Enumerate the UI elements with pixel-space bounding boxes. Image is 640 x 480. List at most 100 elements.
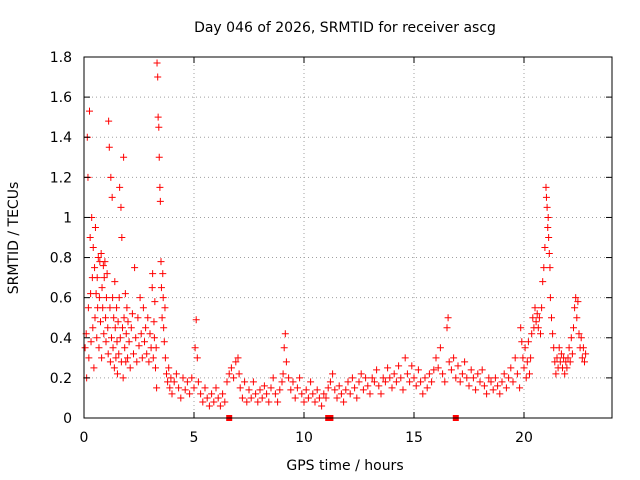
data-point (94, 254, 102, 262)
data-point (534, 324, 542, 332)
data-point (412, 382, 420, 390)
data-point (335, 382, 343, 390)
data-point (454, 362, 462, 370)
data-point (161, 304, 169, 312)
data-point (133, 358, 141, 366)
data-point (447, 366, 455, 374)
data-point (89, 324, 97, 332)
data-point (125, 338, 133, 346)
data-point (487, 378, 495, 386)
data-point (379, 374, 387, 382)
data-point (557, 350, 565, 358)
data-point (444, 314, 452, 322)
data-point (581, 358, 588, 366)
data-point (311, 398, 319, 406)
data-point (287, 386, 295, 394)
data-point (373, 366, 381, 374)
data-point (545, 234, 553, 241)
data-point (265, 398, 273, 406)
data-point (177, 394, 185, 402)
data-point (494, 382, 502, 390)
data-point (164, 378, 172, 386)
data-point (121, 290, 129, 298)
data-point (212, 384, 220, 392)
data-point (234, 354, 242, 362)
data-point (91, 264, 99, 272)
y-tick-label: 0.4 (50, 331, 72, 347)
data-point (399, 386, 407, 394)
data-point (186, 390, 194, 398)
data-point (119, 374, 127, 382)
data-point (408, 362, 416, 370)
data-point (191, 344, 199, 352)
data-point (467, 366, 475, 374)
data-point (227, 364, 235, 372)
data-point (99, 262, 107, 270)
data-point (392, 378, 400, 386)
data-point (116, 183, 124, 191)
data-point (111, 278, 119, 286)
data-point (520, 364, 528, 372)
data-point (120, 314, 128, 322)
data-point (192, 316, 200, 324)
points-layer (81, 59, 590, 410)
data-point (165, 364, 173, 372)
data-point (197, 390, 205, 398)
data-point (160, 324, 168, 332)
data-point (539, 278, 547, 286)
data-point (160, 338, 168, 346)
data-point (430, 366, 438, 374)
data-point (245, 386, 253, 394)
data-point (302, 386, 310, 394)
data-point (235, 370, 243, 378)
data-point (542, 193, 550, 201)
data-point (103, 270, 111, 278)
y-axis-label: SRMTID / TECUs (6, 182, 22, 295)
data-point (465, 382, 473, 390)
data-point (333, 394, 341, 402)
data-point (535, 314, 543, 322)
data-point (114, 318, 122, 326)
data-point (553, 354, 561, 362)
data-point (201, 384, 209, 392)
data-point (285, 374, 293, 382)
data-point (384, 364, 392, 372)
data-point (489, 386, 497, 394)
data-point (203, 394, 211, 402)
data-point (152, 344, 160, 352)
data-point (122, 358, 130, 366)
data-point (575, 330, 583, 338)
data-point (199, 398, 207, 406)
data-point (95, 344, 103, 352)
data-point (329, 370, 337, 378)
data-point (223, 378, 231, 386)
data-point (544, 213, 552, 221)
data-point (570, 324, 577, 332)
data-point (452, 374, 460, 382)
chart-title: Day 046 of 2026, SRMTID for receiver asc… (194, 20, 496, 36)
data-point (368, 374, 376, 382)
data-point (100, 330, 108, 338)
data-point (344, 378, 352, 386)
data-point (417, 378, 425, 386)
data-point (117, 203, 125, 211)
data-point (232, 358, 240, 366)
data-point (524, 338, 532, 346)
data-point (156, 197, 164, 205)
data-point (163, 370, 170, 378)
y-tick-label: 1.8 (50, 50, 72, 66)
data-point (425, 370, 433, 378)
data-point (99, 304, 107, 312)
data-point (531, 304, 539, 312)
data-point (107, 173, 115, 181)
data-point (113, 304, 121, 312)
data-point (282, 358, 290, 366)
data-point (574, 298, 582, 306)
data-point (357, 370, 365, 378)
plot-frame (83, 56, 613, 419)
tick-label-layer: 0 0.2 0.4 0.6 0.8 1 1.2 1.4 1.6 1.8 0 5 10 15 20 (50, 50, 533, 446)
data-point (130, 350, 137, 358)
data-point (296, 374, 304, 382)
data-point (526, 370, 533, 378)
